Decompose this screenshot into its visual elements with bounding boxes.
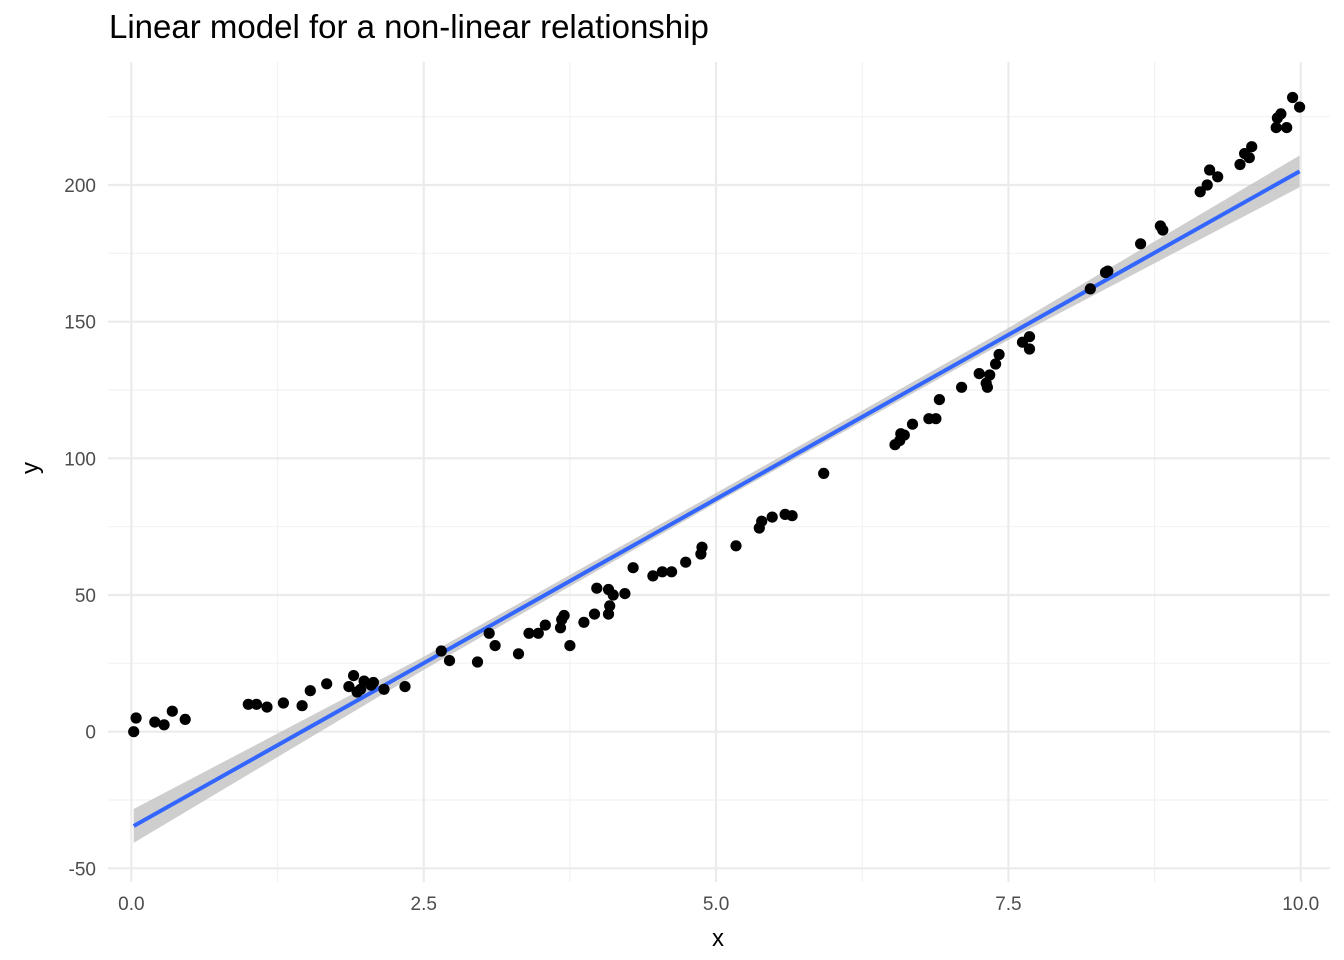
- data-point: [523, 627, 535, 639]
- data-point: [786, 510, 798, 522]
- data-point: [443, 655, 456, 667]
- data-point: [656, 566, 668, 578]
- x-tick-label: 5.0: [703, 894, 729, 915]
- data-point: [1234, 158, 1246, 171]
- data-point: [1084, 283, 1096, 295]
- y-tick-label: 50: [75, 586, 96, 607]
- data-point: [647, 570, 659, 582]
- x-tick-label: 10.0: [1282, 894, 1319, 915]
- data-point: [158, 719, 170, 731]
- x-tick-label: 2.5: [411, 894, 437, 915]
- data-point: [1135, 238, 1147, 250]
- data-point: [973, 368, 985, 380]
- data-point: [766, 511, 778, 523]
- data-point: [399, 681, 411, 693]
- data-point: [564, 640, 576, 652]
- data-point: [1281, 122, 1293, 134]
- data-point: [261, 701, 273, 713]
- data-point: [489, 640, 501, 652]
- data-point: [906, 418, 919, 430]
- data-point: [930, 413, 942, 425]
- data-point: [304, 685, 316, 697]
- data-point: [602, 608, 615, 620]
- data-point: [321, 678, 333, 690]
- data-point: [558, 609, 570, 622]
- data-point: [242, 698, 254, 710]
- data-point: [532, 627, 544, 639]
- data-point: [984, 369, 996, 381]
- data-point: [367, 676, 379, 689]
- chart-title: Linear model for a non-linear relationsh…: [109, 8, 709, 45]
- data-point: [1287, 91, 1299, 104]
- data-point: [818, 467, 830, 479]
- data-point: [296, 700, 308, 712]
- data-point: [956, 381, 968, 393]
- data-point: [378, 683, 390, 695]
- y-tick-label: 0: [85, 723, 96, 744]
- regression-line: [132, 169, 1301, 828]
- x-axis-title: x: [712, 925, 724, 952]
- data-point: [981, 381, 994, 393]
- grid-lines: [108, 62, 1330, 882]
- y-tick-label: -50: [69, 859, 96, 880]
- data-point: [554, 622, 567, 634]
- y-tick-label: 150: [64, 313, 96, 334]
- data-point: [130, 712, 142, 724]
- data-point: [343, 681, 355, 693]
- data-point: [1270, 122, 1282, 134]
- data-point: [1194, 186, 1206, 198]
- data-point: [898, 429, 910, 441]
- data-point: [756, 515, 768, 527]
- data-point: [1243, 152, 1255, 164]
- fit-line-layer: [132, 169, 1301, 828]
- data-point: [539, 619, 551, 631]
- data-point: [666, 566, 678, 578]
- data-point: [1275, 108, 1287, 120]
- x-tick-label: 7.5: [995, 894, 1021, 915]
- data-point: [277, 697, 289, 709]
- data-point: [604, 600, 616, 612]
- data-point: [1246, 141, 1258, 153]
- data-point: [588, 608, 601, 620]
- data-point: [1294, 101, 1306, 113]
- data-point: [990, 358, 1002, 370]
- y-tick-label: 200: [64, 176, 96, 197]
- data-point: [471, 656, 484, 668]
- data-point: [512, 648, 525, 660]
- data-point: [1201, 179, 1213, 191]
- data-point: [619, 588, 631, 600]
- data-point: [591, 582, 603, 594]
- data-point: [1023, 331, 1036, 343]
- data-point: [179, 713, 191, 726]
- data-point: [483, 627, 495, 639]
- data-point: [149, 716, 161, 728]
- data-point: [696, 541, 708, 553]
- x-axis-tick-labels: 0.0 2.5 5.0 7.5 10.0: [118, 894, 1319, 915]
- data-point: [348, 670, 360, 682]
- data-point: [166, 705, 178, 717]
- x-tick-label: 0.0: [118, 894, 144, 915]
- data-point: [1023, 343, 1036, 355]
- data-point: [993, 348, 1005, 361]
- data-point: [435, 645, 447, 657]
- y-axis-title: y: [17, 462, 44, 474]
- data-point: [933, 394, 946, 406]
- data-point: [627, 562, 639, 574]
- data-point: [607, 589, 619, 601]
- data-point: [730, 540, 742, 552]
- data-point: [1204, 164, 1216, 176]
- y-tick-label: 100: [64, 449, 96, 470]
- data-point: [680, 556, 692, 568]
- data-point: [250, 698, 263, 710]
- data-point: [1157, 224, 1169, 236]
- data-points: [128, 91, 1306, 738]
- data-point: [1102, 265, 1114, 277]
- y-axis-tick-labels: -50 0 50 100 150 200: [64, 176, 96, 880]
- data-point: [578, 616, 590, 628]
- data-point: [1212, 171, 1224, 183]
- data-point: [128, 726, 140, 738]
